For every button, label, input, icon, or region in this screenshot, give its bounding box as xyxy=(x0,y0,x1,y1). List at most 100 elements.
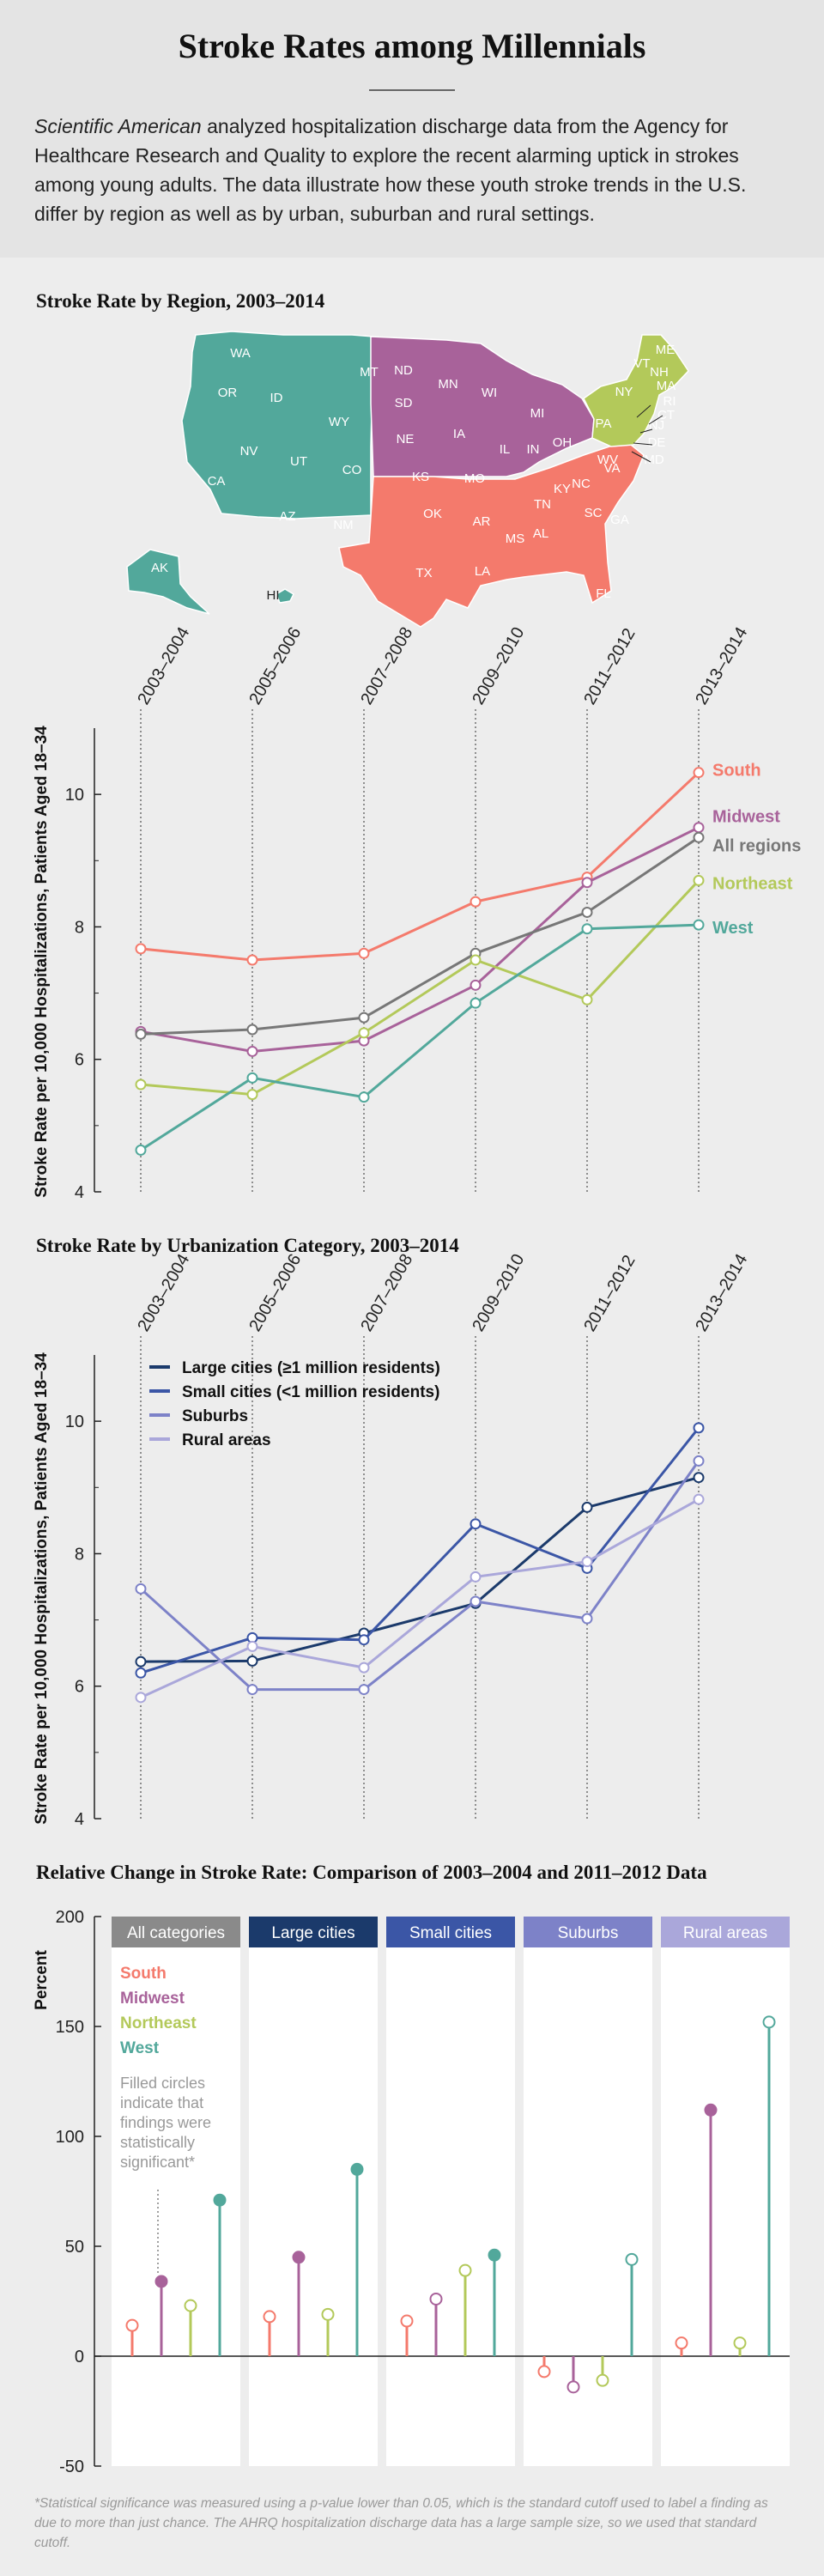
data-point-midwest xyxy=(470,979,482,991)
state-label-de: DE xyxy=(648,435,666,450)
lollipop-dot-midwest xyxy=(429,2292,443,2306)
data-point-suburbs xyxy=(246,1684,258,1696)
urbanization-line-chart: 4 6 8 10 Stroke Rate per 10,000 Hospitalizat… xyxy=(33,1251,751,1829)
state-label-mi: MI xyxy=(530,406,545,421)
state-label-me: ME xyxy=(656,343,676,357)
state-label-la: LA xyxy=(475,564,490,579)
y-tick-label: 50 xyxy=(65,2238,84,2257)
data-point-small_cities xyxy=(358,1634,370,1646)
data-point-northeast xyxy=(358,1027,370,1039)
state-label-al: AL xyxy=(533,526,548,541)
group-header-label: All categories xyxy=(127,1924,225,1942)
legend-label-rural: Rural areas xyxy=(182,1431,271,1449)
x-category-label: 2013–2014 xyxy=(692,624,751,708)
x-category-label: 2009–2010 xyxy=(469,1251,528,1335)
region-south xyxy=(338,444,645,628)
state-leader-line xyxy=(639,428,653,434)
page-title: Stroke Rates among Millennials xyxy=(178,27,646,65)
state-leader-line xyxy=(648,415,663,425)
region-west xyxy=(126,331,374,615)
legend-note-line: findings were xyxy=(120,2114,211,2131)
state-label-hi: HI xyxy=(267,588,280,603)
south-shape xyxy=(338,444,645,628)
group-header-bar xyxy=(112,1917,240,1947)
legend-label-west: West xyxy=(120,2039,160,2057)
legend-note-line: indicate that xyxy=(120,2094,203,2111)
y-tick-label: 8 xyxy=(75,918,84,937)
lollipop-dot-northeast xyxy=(733,2336,747,2350)
intro-paragraph: Scientific American analyzed hospitaliza… xyxy=(34,112,790,228)
series-line-west xyxy=(140,923,700,1151)
legend-label-all_regions: All regions xyxy=(712,836,801,855)
lollipop-dot-south xyxy=(263,2310,276,2324)
legend-label-south: South xyxy=(120,1965,167,1983)
data-point-south xyxy=(693,767,705,779)
footnote: *Statistical significance was measured u… xyxy=(34,2496,768,2550)
region-line-chart: 4 6 8 10 Stroke Rate per 10,000 Hospitalizat… xyxy=(33,624,801,1202)
series-line-south xyxy=(140,771,700,962)
group-header-bar xyxy=(386,1917,515,1947)
state-label-in: IN xyxy=(527,442,540,457)
data-point-suburbs xyxy=(693,1455,705,1467)
data-point-west xyxy=(358,1091,370,1103)
lollipop-dot-west xyxy=(625,2252,639,2266)
data-point-midwest xyxy=(693,822,705,834)
state-label-ut: UT xyxy=(290,454,307,469)
lollipop-dot-south xyxy=(675,2336,688,2350)
group-header-label: Small cities xyxy=(409,1924,492,1942)
legend-label-suburbs: Suburbs xyxy=(182,1407,248,1425)
data-point-south xyxy=(135,943,147,955)
x-category-label: 2003–2004 xyxy=(134,624,193,708)
lollipop-dot-northeast xyxy=(321,2307,335,2321)
group-header-bar xyxy=(249,1917,378,1947)
state-label-ma: MA xyxy=(657,379,676,393)
legend-label-west: West xyxy=(712,919,754,938)
state-label-ks: KS xyxy=(412,470,429,484)
northeast-shape xyxy=(583,334,689,447)
state-leader-line xyxy=(631,451,651,463)
series-line-large_cities xyxy=(140,1476,700,1663)
lollipop-dot-west xyxy=(213,2193,227,2207)
data-point-northeast xyxy=(693,874,705,886)
state-label-vt: VT xyxy=(633,356,650,371)
relative-change-title: Relative Change in Stroke Rate: Comparis… xyxy=(36,1862,707,1883)
state-label-ne: NE xyxy=(397,432,415,447)
data-point-suburbs xyxy=(135,1583,147,1595)
state-label-or: OR xyxy=(218,386,238,400)
group-header-label: Suburbs xyxy=(558,1924,619,1942)
y-axis-title: Stroke Rate per 10,000 Hospitalizations,… xyxy=(33,726,51,1198)
data-point-all_regions xyxy=(358,1012,370,1024)
data-point-large_cities xyxy=(693,1472,705,1484)
data-point-small_cities xyxy=(135,1667,147,1679)
state-label-nc: NC xyxy=(572,477,591,491)
series-line-midwest xyxy=(140,826,700,1053)
state-labels: WA OR ID MT WY NV UT CO CA AZ NM AK HI ND MN WI SD MI IA NE… xyxy=(151,343,676,603)
data-point-suburbs xyxy=(358,1684,370,1696)
legend-label-large_cities: Large cities (≥1 million residents) xyxy=(182,1359,440,1377)
state-label-ri: RI xyxy=(663,394,676,409)
state-label-md: MD xyxy=(644,453,663,467)
series-line-small_cities xyxy=(140,1426,700,1674)
data-point-large_cities xyxy=(246,1655,258,1667)
state-label-ky: KY xyxy=(554,482,571,496)
data-point-rural xyxy=(693,1493,705,1505)
state-label-mo: MO xyxy=(464,471,485,486)
lollipop-dot-northeast xyxy=(458,2263,472,2277)
state-label-co: CO xyxy=(342,463,362,477)
data-point-all_regions xyxy=(581,906,593,918)
state-label-mt: MT xyxy=(360,365,379,380)
header-band xyxy=(0,0,824,258)
legend-label-northeast: Northeast xyxy=(120,2014,197,2032)
state-label-ak: AK xyxy=(151,561,168,575)
series-line-all_regions xyxy=(140,836,700,1036)
group-header-label: Rural areas xyxy=(683,1924,767,1942)
legend-label-south: South xyxy=(712,762,761,781)
group-panel xyxy=(386,1946,515,2466)
y-tick-label: 6 xyxy=(75,1051,84,1070)
x-category-label: 2005–2006 xyxy=(245,624,305,708)
x-category-label: 2007–2008 xyxy=(357,624,416,708)
state-label-tn: TN xyxy=(534,497,551,512)
lollipop-dot-midwest xyxy=(292,2251,306,2264)
state-label-wi: WI xyxy=(482,386,497,400)
legend-note-line: significant* xyxy=(120,2154,195,2171)
